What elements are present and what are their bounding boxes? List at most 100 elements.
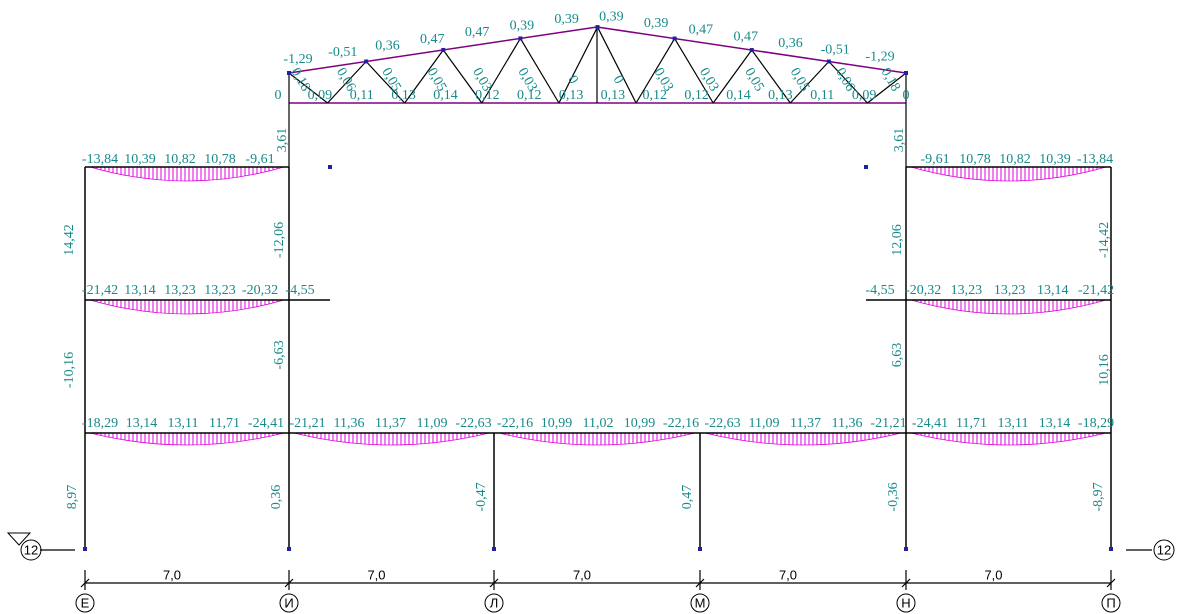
- member-force-label: 10,16: [1097, 354, 1112, 386]
- member-force-label: 0,12: [475, 88, 500, 103]
- member-force-label: -20,32: [905, 283, 941, 298]
- member-force-label: 13,14: [126, 416, 158, 431]
- member-force-label: 0,11: [350, 88, 374, 103]
- member-force-label: -12,06: [272, 222, 287, 258]
- dimension-label: 7,0: [779, 567, 797, 582]
- axis-label: М: [695, 595, 706, 610]
- member-force-label: 0,09: [308, 88, 333, 103]
- member-force-label: 0,47: [420, 32, 445, 47]
- member-force-label: 0,36: [778, 36, 803, 51]
- member-force-label: -20,32: [242, 283, 278, 298]
- node: [750, 48, 754, 52]
- frame-diagram: -1,29-0,510,360,470,470,390,390,390,390,…: [0, 0, 1187, 614]
- dimension-label: 7,0: [367, 567, 385, 582]
- member-force-label: 11,37: [790, 416, 821, 431]
- moment-shape: [705, 433, 901, 445]
- member-force-label: 13,14: [1037, 283, 1069, 298]
- member-force-label: 11,09: [417, 416, 448, 431]
- member-force-label: -1,29: [865, 49, 894, 64]
- member-force-label: -13,84: [1077, 152, 1113, 167]
- member-force-label: -22,16: [663, 416, 699, 431]
- member-force-label: 0,39: [554, 12, 579, 27]
- member-force-label: -9,61: [920, 152, 949, 167]
- member-force-label: 10,78: [204, 152, 236, 167]
- support: [698, 547, 702, 551]
- member-force-label: -6,63: [272, 340, 287, 369]
- moment-shape: [90, 300, 284, 314]
- member-force-label: 11,37: [375, 416, 406, 431]
- moment-shape: [499, 433, 695, 445]
- node: [518, 36, 522, 40]
- axis-label: П: [1106, 595, 1115, 610]
- member-force-label: 10,82: [999, 152, 1031, 167]
- member-force-label: 0,18: [878, 66, 903, 95]
- member-force-label: -24,41: [912, 416, 948, 431]
- moment-shape: [911, 167, 1106, 181]
- member-force-label: -0,51: [821, 43, 850, 58]
- member-force-label: -21,42: [82, 283, 118, 298]
- member-force-label: 11,71: [956, 416, 987, 431]
- member-force-label: -22,63: [455, 416, 491, 431]
- dimension-label: 7,0: [573, 567, 591, 582]
- member-force-label: 0,39: [510, 18, 535, 33]
- axis-label: Н: [901, 595, 910, 610]
- moment-shape: [911, 433, 1106, 445]
- support: [492, 547, 496, 551]
- member-force-label: 13,23: [204, 283, 236, 298]
- level-label: 12: [1157, 542, 1171, 557]
- member-force-label: 13,14: [1039, 416, 1071, 431]
- member-force-label: -22,16: [497, 416, 533, 431]
- member-force-label: -21,42: [1078, 283, 1114, 298]
- node: [904, 71, 908, 75]
- node: [364, 59, 368, 63]
- moment-shape: [90, 433, 284, 445]
- member-force-label: 3,61: [892, 128, 907, 153]
- member-force-label: 13,11: [998, 416, 1029, 431]
- member-force-label: 10,78: [959, 152, 991, 167]
- member-force-label: 0,12: [517, 88, 542, 103]
- member-force-label: -0,36: [886, 482, 901, 511]
- member-force-label: 0: [903, 88, 910, 103]
- member-force-label: 0,12: [643, 88, 668, 103]
- member-force-label: -18,29: [82, 416, 118, 431]
- member-force-label: 14,42: [62, 224, 77, 256]
- member-force-label: 0,09: [852, 88, 877, 103]
- support: [1109, 547, 1113, 551]
- member-force-label: 11,36: [334, 416, 365, 431]
- dimension-label: 7,0: [984, 567, 1002, 582]
- member-force-label: 10,99: [624, 416, 656, 431]
- support: [83, 547, 87, 551]
- member-force-label: 13,23: [951, 283, 983, 298]
- member-force-label: -9,61: [245, 152, 274, 167]
- axis-label: Л: [490, 595, 499, 610]
- member-force-label: 0: [275, 88, 282, 103]
- member-force-label: -22,63: [704, 416, 740, 431]
- member-force-label: 0: [564, 73, 580, 87]
- axis-label: Е: [81, 595, 90, 610]
- member-force-label: 11,71: [209, 416, 240, 431]
- member-force-label: 13,23: [994, 283, 1026, 298]
- node: [328, 165, 332, 169]
- member-force-label: 0,13: [768, 88, 793, 103]
- member-force-label: 0,13: [391, 88, 416, 103]
- dimension-label: 7,0: [163, 567, 181, 582]
- member-force-label: 6,63: [890, 343, 905, 368]
- support: [904, 547, 908, 551]
- member-force-label: 0,47: [680, 485, 695, 510]
- member-force-label: -4,55: [285, 283, 314, 298]
- member-force-label: -10,16: [62, 352, 77, 388]
- node: [441, 48, 445, 52]
- member-force-label: 0,39: [599, 9, 624, 24]
- member-force-label: 0,36: [375, 39, 400, 54]
- member-force-label: -14,42: [1097, 222, 1112, 258]
- member-force-label: 0,11: [810, 88, 834, 103]
- node: [673, 37, 677, 41]
- node: [596, 25, 600, 29]
- member-force-label: 0,13: [559, 88, 584, 103]
- member-force-label: 0,47: [689, 23, 714, 38]
- member-force-label: -21,21: [870, 416, 906, 431]
- member-force-label: 11,02: [583, 416, 614, 431]
- member-force-label: 0,36: [269, 485, 284, 510]
- axis-label: И: [284, 595, 293, 610]
- member-force-label: 11,09: [749, 416, 780, 431]
